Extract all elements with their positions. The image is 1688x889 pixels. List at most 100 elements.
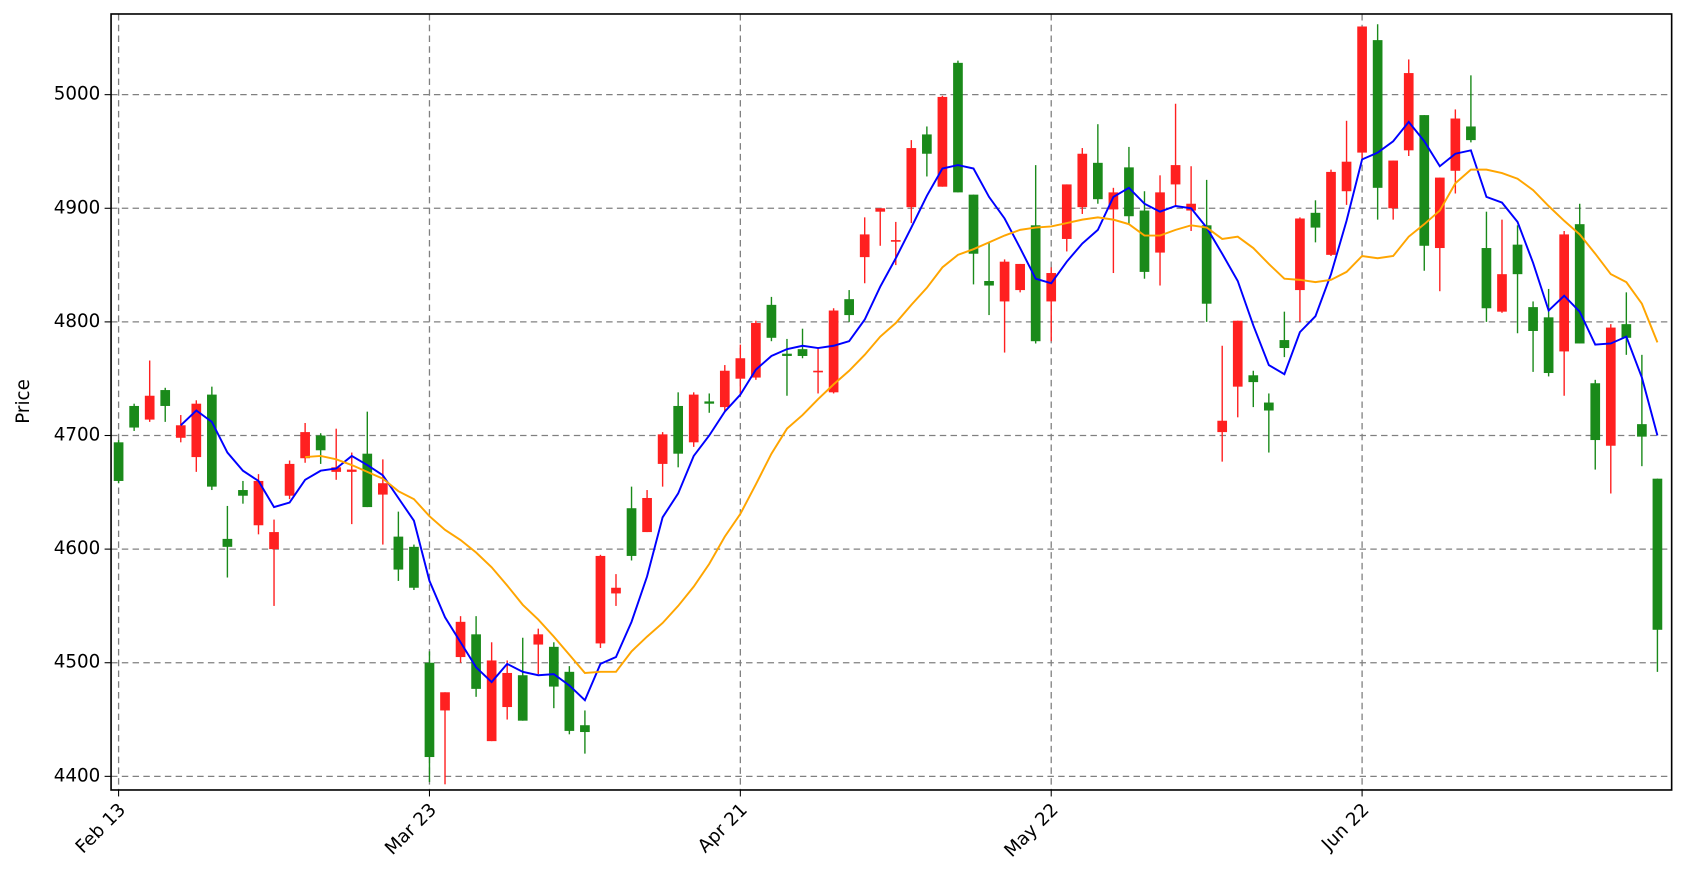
candle-body	[191, 403, 202, 458]
candle-body	[735, 358, 746, 379]
candle-body	[1559, 234, 1570, 352]
candle-body	[751, 323, 761, 378]
candle-body	[1372, 40, 1383, 188]
candle-body	[999, 261, 1010, 302]
y-axis-label: Price	[13, 379, 34, 424]
candle-body	[1217, 420, 1228, 433]
candle-body	[611, 587, 621, 594]
candle-body	[1186, 203, 1196, 211]
candle-body	[1170, 165, 1181, 185]
candle-body	[1155, 192, 1165, 253]
candle-body	[797, 349, 808, 356]
candle-body	[595, 555, 606, 644]
candle-body	[393, 536, 404, 570]
moving-average-line	[180, 120, 1659, 702]
candle-body	[1512, 244, 1523, 275]
candle-body	[1046, 273, 1057, 302]
candle-body	[642, 497, 652, 533]
candle-body	[113, 442, 124, 481]
candle-body	[688, 394, 699, 443]
candle-body	[1061, 184, 1072, 239]
candle-body	[1341, 161, 1352, 192]
candle-body	[1605, 327, 1616, 446]
candle-body	[1248, 375, 1259, 383]
candle-body	[1310, 212, 1321, 228]
y-tick-label: 4600	[54, 538, 101, 559]
y-tick-label: 4400	[54, 765, 101, 786]
candle-body	[1574, 224, 1585, 344]
candle-body	[968, 194, 979, 254]
candle-body	[1201, 225, 1212, 304]
axes-frame	[110, 13, 1673, 791]
candle-body	[129, 405, 139, 428]
candle-body	[440, 692, 450, 711]
candle-body	[922, 134, 932, 154]
candle-body	[1637, 424, 1647, 437]
candle-body	[1279, 340, 1290, 349]
candle-body	[782, 353, 792, 356]
candle-body	[1403, 73, 1414, 151]
candle-body	[1015, 263, 1025, 291]
candle-body	[1077, 153, 1088, 208]
candle-body	[269, 532, 279, 550]
y-tick-label: 4500	[54, 652, 101, 673]
candle-body	[1652, 478, 1663, 630]
candle-body	[331, 467, 342, 472]
candle-body	[906, 148, 917, 208]
candle-body	[1388, 160, 1399, 209]
candle-body	[766, 304, 777, 338]
y-tick-label: 4800	[54, 311, 101, 332]
candle-body	[1543, 317, 1554, 374]
candle-body	[564, 671, 575, 731]
candle-body	[207, 394, 217, 487]
candle-body	[377, 483, 388, 495]
candle-body	[859, 234, 870, 258]
y-tick-label: 4900	[54, 197, 101, 218]
candle-body	[1450, 118, 1461, 171]
candle-body	[953, 62, 963, 193]
candle-body	[315, 435, 326, 451]
candle-body	[1139, 210, 1150, 272]
candle-body	[984, 280, 994, 286]
candle-body	[362, 453, 373, 508]
candle-body	[1357, 26, 1367, 153]
candle-body	[144, 395, 155, 420]
candle-body	[1295, 218, 1305, 291]
candle-body	[1590, 383, 1601, 441]
candle-body	[455, 621, 466, 658]
candle-body	[1108, 192, 1119, 210]
candle-body	[937, 96, 948, 187]
candle-body	[719, 370, 730, 408]
candle-body	[238, 490, 248, 496]
candle-body	[1326, 171, 1336, 255]
candle-body	[284, 463, 295, 496]
candle-body	[471, 634, 481, 689]
candle-body	[1419, 115, 1430, 246]
candle-body	[875, 208, 886, 212]
candle-body	[1528, 307, 1538, 331]
candle-body	[424, 662, 435, 758]
candle-body	[1232, 320, 1243, 387]
candle-body	[1434, 177, 1445, 249]
candle-body	[486, 660, 497, 742]
candle-body	[502, 672, 513, 708]
candle-body	[517, 675, 528, 721]
candle-body	[580, 725, 590, 733]
candle-body	[548, 646, 559, 687]
y-tick-label: 5000	[54, 84, 101, 105]
candle-body	[1621, 324, 1632, 338]
candle-body	[673, 405, 684, 454]
candle-body	[813, 370, 823, 373]
candle-body	[175, 425, 186, 438]
candle-body	[1263, 402, 1274, 411]
candle-body	[657, 434, 668, 464]
candle-body	[253, 480, 264, 526]
y-tick-label: 4700	[54, 425, 101, 446]
candle-body	[160, 390, 171, 406]
moving-average-line	[305, 168, 1659, 674]
candle-body	[409, 546, 419, 588]
